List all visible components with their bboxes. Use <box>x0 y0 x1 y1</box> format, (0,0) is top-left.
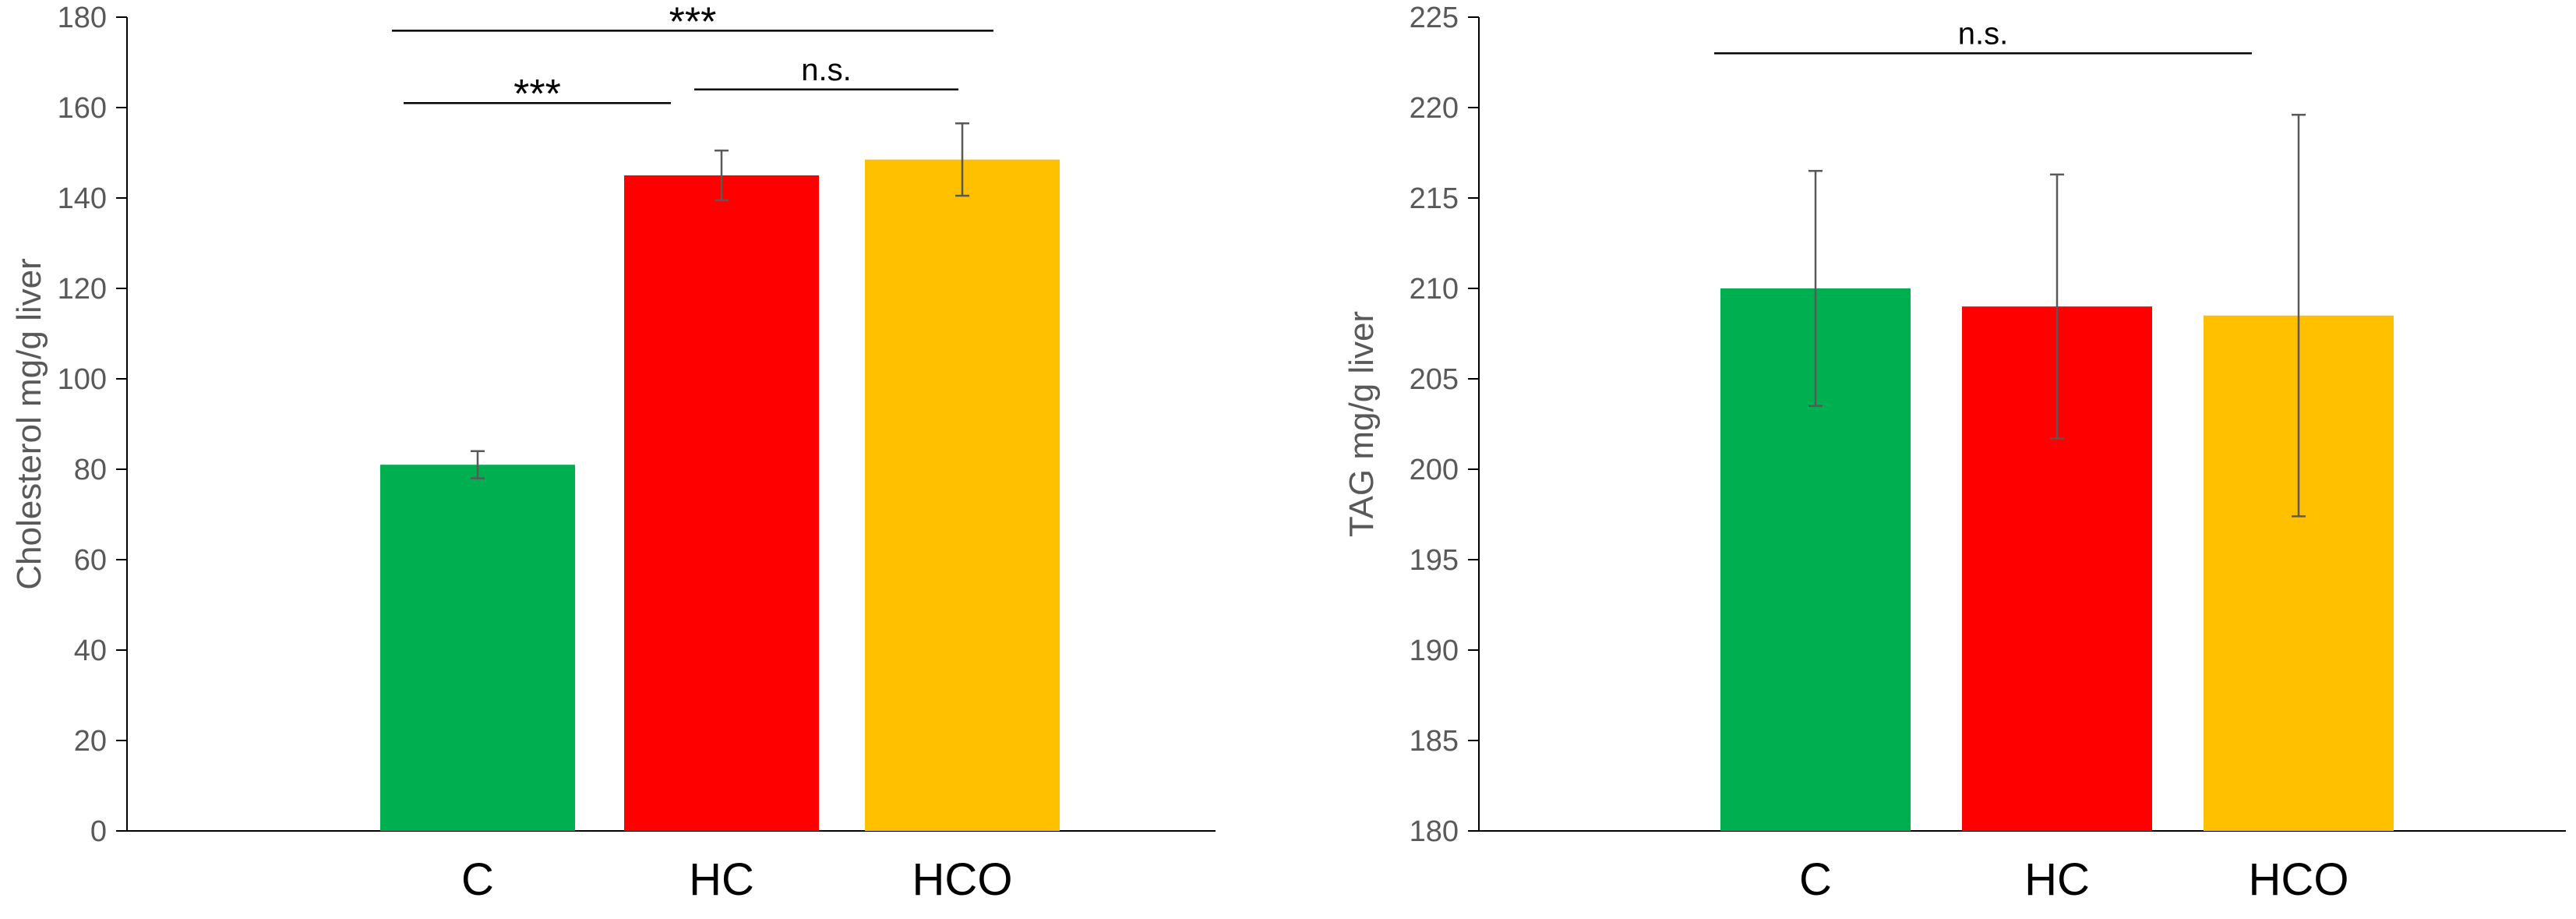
y-tick-label: 60 <box>74 544 107 577</box>
y-tick-label: 200 <box>1410 454 1459 486</box>
y-tick-label: 120 <box>58 273 107 306</box>
y-tick-label: 0 <box>90 815 107 848</box>
y-tick-label: 220 <box>1410 92 1459 125</box>
y-tick-label: 225 <box>1410 2 1459 34</box>
y-tick-label: 140 <box>58 182 107 215</box>
significance-label: n.s. <box>1958 16 2008 51</box>
y-tick-label: 190 <box>1410 634 1459 667</box>
bar-hc <box>624 175 819 831</box>
y-tick-label: 195 <box>1410 544 1459 577</box>
category-label-hco: HCO <box>2249 854 2349 905</box>
y-tick-label: 205 <box>1410 363 1459 396</box>
category-label-hc: HC <box>689 854 754 905</box>
category-label-hco: HCO <box>912 854 1013 905</box>
y-tick-label: 80 <box>74 454 107 486</box>
y-tick-label: 210 <box>1410 273 1459 306</box>
y-tick-label: 100 <box>58 363 107 396</box>
category-label-c: C <box>461 854 494 905</box>
category-label-c: C <box>1799 854 1832 905</box>
significance-label: n.s. <box>801 53 851 87</box>
y-tick-label: 180 <box>1410 815 1459 848</box>
cholesterol-chart: 0 20 40 60 80 100 120 140 160 180 Cholesterol mg/g… <box>10 0 1216 905</box>
significance-label: *** <box>513 72 561 117</box>
tag-chart: 180 185 190 195 200 205 210 215 220 225 TAG mg/g l… <box>1343 2 2566 905</box>
y-axis-title: TAG mg/g liver <box>1343 311 1381 537</box>
y-tick-label: 180 <box>58 2 107 34</box>
bar-c <box>380 465 575 831</box>
significance-label: *** <box>669 0 717 44</box>
y-tick-label: 215 <box>1410 182 1459 215</box>
bar-hco <box>865 159 1060 831</box>
y-tick-label: 20 <box>74 725 107 758</box>
y-axis-title: Cholesterol mg/g liver <box>10 258 48 590</box>
y-tick-label: 160 <box>58 92 107 125</box>
category-label-hc: HC <box>2024 854 2090 905</box>
y-tick-label: 185 <box>1410 725 1459 758</box>
y-tick-label: 40 <box>74 634 107 667</box>
